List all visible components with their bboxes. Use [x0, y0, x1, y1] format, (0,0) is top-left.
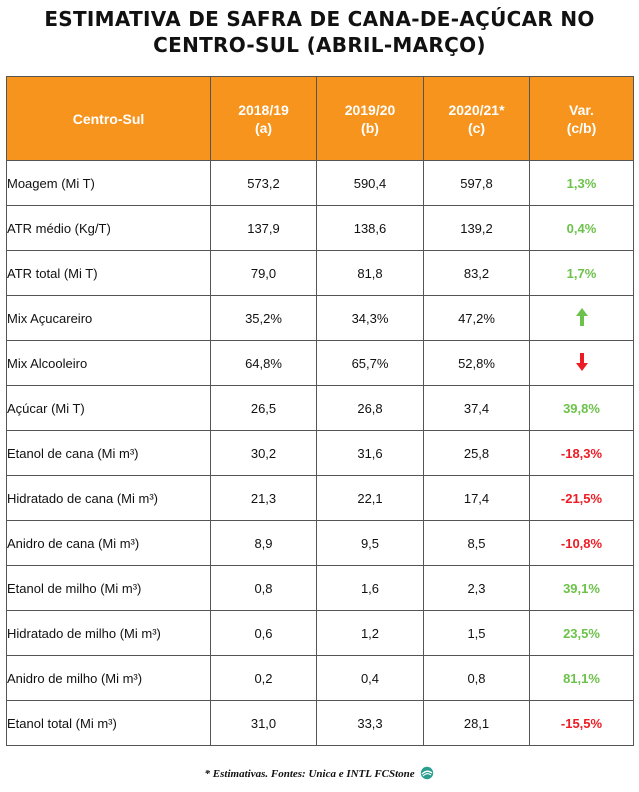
row-label: Hidratado de milho (Mi m³) [6, 610, 211, 656]
value-2018-19: 64,8% [210, 340, 317, 386]
variation-value: 0,4% [529, 205, 634, 251]
value-2020-21: 597,8 [423, 160, 530, 206]
row-label: ATR total (Mi T) [6, 250, 211, 296]
variation-value: -18,3% [529, 430, 634, 476]
variation-value: 81,1% [529, 655, 634, 701]
value-2018-19: 31,0 [210, 700, 317, 746]
variation-value: 23,5% [529, 610, 634, 656]
value-2019-20: 9,5 [316, 520, 424, 566]
header-centro-sul: Centro-Sul [6, 76, 211, 161]
table-row: Etanol total (Mi m³) 31,0 33,3 28,1 -15,5% [6, 700, 634, 746]
variation-value: 39,8% [529, 385, 634, 431]
value-2020-21: 28,1 [423, 700, 530, 746]
table-row: Etanol de cana (Mi m³) 30,2 31,6 25,8 -18,3% [6, 430, 634, 476]
value-2020-21: 8,5 [423, 520, 530, 566]
table-row: Etanol de milho (Mi m³) 0,8 1,6 2,3 39,1% [6, 565, 634, 611]
table-row: ATR médio (Kg/T) 137,9 138,6 139,2 0,4% [6, 205, 634, 251]
value-2020-21: 17,4 [423, 475, 530, 521]
value-2018-19: 0,6 [210, 610, 317, 656]
table-row: Anidro de milho (Mi m³) 0,2 0,4 0,8 81,1% [6, 655, 634, 701]
down-arrow-icon [575, 352, 589, 375]
footer-text: * Estimativas. Fontes: Unica e INTL FCSt… [204, 768, 415, 781]
variation-value: -15,5% [529, 700, 634, 746]
value-2019-20: 590,4 [316, 160, 424, 206]
value-2020-21: 139,2 [423, 205, 530, 251]
row-label: Hidratado de cana (Mi m³) [6, 475, 211, 521]
value-2020-21: 25,8 [423, 430, 530, 476]
value-2020-21: 0,8 [423, 655, 530, 701]
variation-value: 1,3% [529, 160, 634, 206]
row-label: Mix Alcooleiro [6, 340, 211, 386]
table-row: Hidratado de milho (Mi m³) 0,6 1,2 1,5 23,5% [6, 610, 634, 656]
value-2018-19: 0,2 [210, 655, 317, 701]
value-2019-20: 33,3 [316, 700, 424, 746]
value-2019-20: 31,6 [316, 430, 424, 476]
value-2019-20: 22,1 [316, 475, 424, 521]
value-2018-19: 35,2% [210, 295, 317, 341]
table-header-row: Centro-Sul 2018/19 (a) 2019/20 (b) 2020/21… [6, 76, 634, 161]
value-2019-20: 1,6 [316, 565, 424, 611]
row-label: Açúcar (Mi T) [6, 385, 211, 431]
header-2020-21: 2020/21* (c) [423, 76, 530, 161]
value-2019-20: 1,2 [316, 610, 424, 656]
table-row: Mix Açucareiro 35,2% 34,3% 47,2% [6, 295, 634, 341]
variation-arrow [529, 295, 634, 341]
value-2020-21: 1,5 [423, 610, 530, 656]
value-2020-21: 52,8% [423, 340, 530, 386]
table-row: ATR total (Mi T) 79,0 81,8 83,2 1,7% [6, 250, 634, 296]
value-2019-20: 81,8 [316, 250, 424, 296]
value-2018-19: 8,9 [210, 520, 317, 566]
fcstone-logo-icon [420, 766, 434, 783]
page-title: ESTIMATIVA DE SAFRA DE CANA-DE-AÇÚCAR NO… [0, 6, 639, 58]
value-2018-19: 79,0 [210, 250, 317, 296]
value-2020-21: 83,2 [423, 250, 530, 296]
value-2018-19: 30,2 [210, 430, 317, 476]
header-2018-19: 2018/19 (a) [210, 76, 317, 161]
value-2020-21: 37,4 [423, 385, 530, 431]
footer-note: * Estimativas. Fontes: Unica e INTL FCSt… [0, 766, 639, 783]
harvest-estimate-table: Centro-Sul 2018/19 (a) 2019/20 (b) 2020/21… [6, 76, 634, 746]
up-arrow-icon [575, 307, 589, 330]
table-row: Mix Alcooleiro 64,8% 65,7% 52,8% [6, 340, 634, 386]
value-2018-19: 0,8 [210, 565, 317, 611]
value-2018-19: 137,9 [210, 205, 317, 251]
title-line-1: ESTIMATIVA DE SAFRA DE CANA-DE-AÇÚCAR NO [44, 7, 595, 31]
value-2019-20: 26,8 [316, 385, 424, 431]
row-label: Etanol de cana (Mi m³) [6, 430, 211, 476]
row-label: Etanol de milho (Mi m³) [6, 565, 211, 611]
value-2020-21: 2,3 [423, 565, 530, 611]
value-2018-19: 21,3 [210, 475, 317, 521]
value-2019-20: 138,6 [316, 205, 424, 251]
variation-value: 39,1% [529, 565, 634, 611]
row-label: Mix Açucareiro [6, 295, 211, 341]
table-row: Moagem (Mi T) 573,2 590,4 597,8 1,3% [6, 160, 634, 206]
title-line-2: CENTRO-SUL (ABRIL-MARÇO) [153, 33, 486, 57]
row-label: Anidro de cana (Mi m³) [6, 520, 211, 566]
row-label: ATR médio (Kg/T) [6, 205, 211, 251]
value-2020-21: 47,2% [423, 295, 530, 341]
header-variation: Var. (c/b) [529, 76, 634, 161]
table-row: Hidratado de cana (Mi m³) 21,3 22,1 17,4 -21… [6, 475, 634, 521]
variation-value: -21,5% [529, 475, 634, 521]
variation-arrow [529, 340, 634, 386]
header-2019-20: 2019/20 (b) [316, 76, 424, 161]
table-row: Açúcar (Mi T) 26,5 26,8 37,4 39,8% [6, 385, 634, 431]
table-row: Anidro de cana (Mi m³) 8,9 9,5 8,5 -10,8% [6, 520, 634, 566]
variation-value: -10,8% [529, 520, 634, 566]
row-label: Anidro de milho (Mi m³) [6, 655, 211, 701]
value-2019-20: 34,3% [316, 295, 424, 341]
row-label: Etanol total (Mi m³) [6, 700, 211, 746]
value-2018-19: 573,2 [210, 160, 317, 206]
value-2019-20: 0,4 [316, 655, 424, 701]
variation-value: 1,7% [529, 250, 634, 296]
row-label: Moagem (Mi T) [6, 160, 211, 206]
value-2018-19: 26,5 [210, 385, 317, 431]
value-2019-20: 65,7% [316, 340, 424, 386]
